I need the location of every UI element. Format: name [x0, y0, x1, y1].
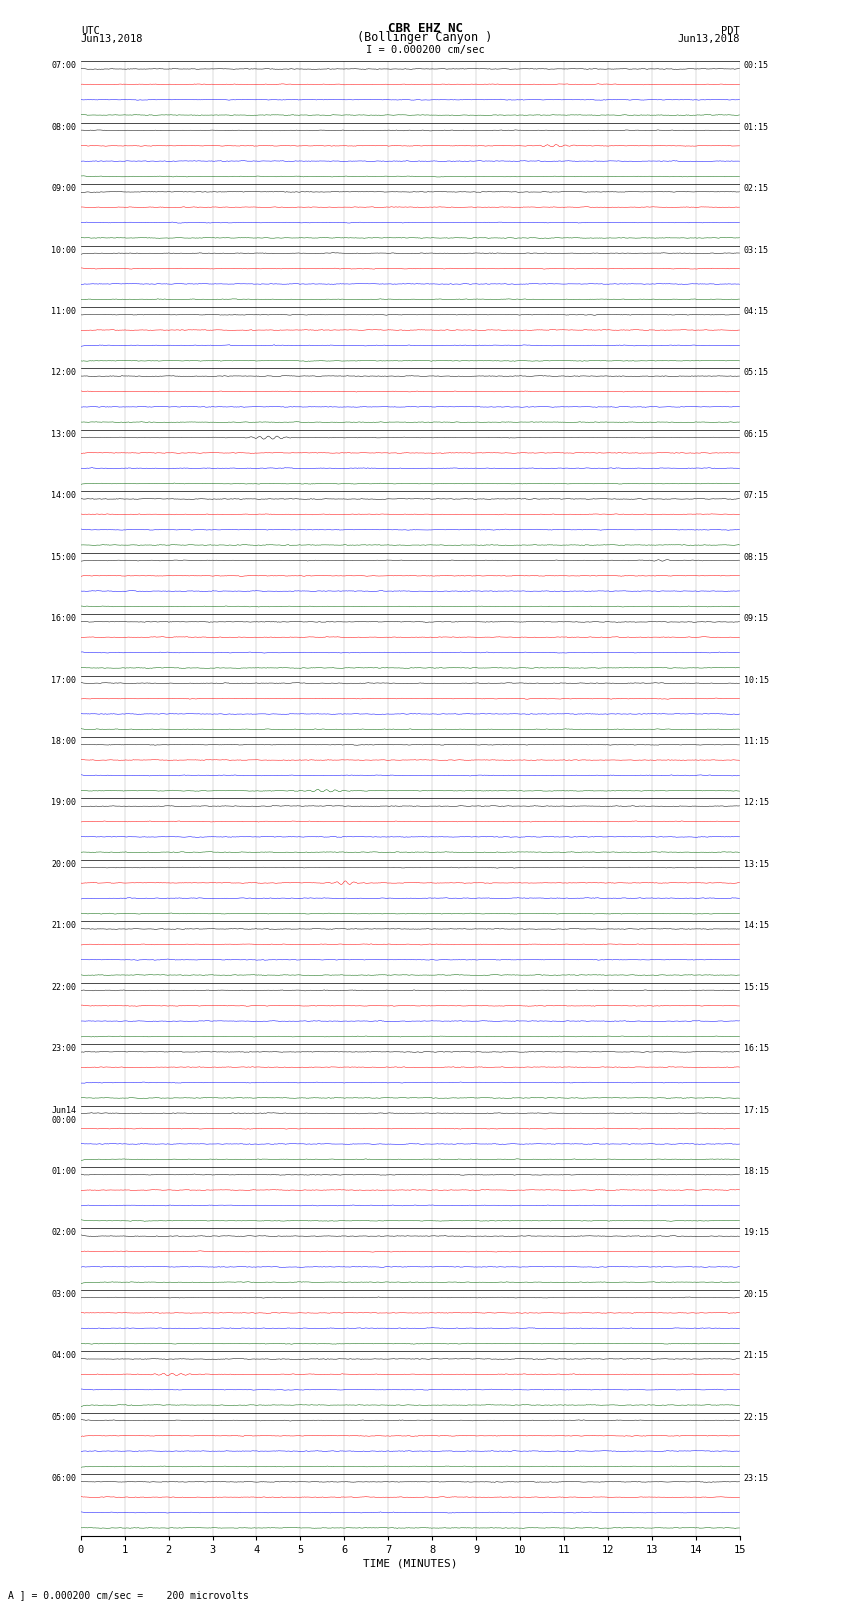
Text: 16:15: 16:15 — [744, 1044, 768, 1053]
Text: 12:00: 12:00 — [52, 368, 76, 377]
Text: 15:00: 15:00 — [52, 553, 76, 561]
Text: 04:00: 04:00 — [52, 1352, 76, 1360]
Text: PDT: PDT — [721, 26, 740, 37]
Text: 11:00: 11:00 — [52, 306, 76, 316]
X-axis label: TIME (MINUTES): TIME (MINUTES) — [363, 1558, 457, 1569]
Text: (Bollinger Canyon ): (Bollinger Canyon ) — [357, 31, 493, 44]
Text: Jun13,2018: Jun13,2018 — [677, 34, 740, 44]
Text: 14:00: 14:00 — [52, 492, 76, 500]
Text: 08:15: 08:15 — [744, 553, 768, 561]
Text: 07:00: 07:00 — [52, 61, 76, 71]
Text: 14:15: 14:15 — [744, 921, 768, 931]
Text: 09:15: 09:15 — [744, 615, 768, 623]
Text: 21:15: 21:15 — [744, 1352, 768, 1360]
Text: 03:15: 03:15 — [744, 245, 768, 255]
Text: Jun13,2018: Jun13,2018 — [81, 34, 144, 44]
Text: 20:15: 20:15 — [744, 1290, 768, 1298]
Text: 23:00: 23:00 — [52, 1044, 76, 1053]
Text: 18:15: 18:15 — [744, 1168, 768, 1176]
Text: Jun14
00:00: Jun14 00:00 — [52, 1105, 76, 1124]
Text: 11:15: 11:15 — [744, 737, 768, 745]
Text: I = 0.000200 cm/sec: I = 0.000200 cm/sec — [366, 45, 484, 55]
Text: 23:15: 23:15 — [744, 1474, 768, 1482]
Text: 01:00: 01:00 — [52, 1168, 76, 1176]
Text: 10:15: 10:15 — [744, 676, 768, 684]
Text: 08:00: 08:00 — [52, 123, 76, 132]
Text: 20:00: 20:00 — [52, 860, 76, 869]
Text: 19:00: 19:00 — [52, 798, 76, 808]
Text: 22:15: 22:15 — [744, 1413, 768, 1421]
Text: A ] = 0.000200 cm/sec =    200 microvolts: A ] = 0.000200 cm/sec = 200 microvolts — [8, 1590, 249, 1600]
Text: 09:00: 09:00 — [52, 184, 76, 194]
Text: UTC: UTC — [81, 26, 99, 37]
Text: 18:00: 18:00 — [52, 737, 76, 745]
Text: 03:00: 03:00 — [52, 1290, 76, 1298]
Text: 02:15: 02:15 — [744, 184, 768, 194]
Text: 02:00: 02:00 — [52, 1229, 76, 1237]
Text: 17:00: 17:00 — [52, 676, 76, 684]
Text: 07:15: 07:15 — [744, 492, 768, 500]
Text: 21:00: 21:00 — [52, 921, 76, 931]
Text: 16:00: 16:00 — [52, 615, 76, 623]
Text: 05:15: 05:15 — [744, 368, 768, 377]
Text: CBR EHZ NC: CBR EHZ NC — [388, 21, 462, 35]
Text: 05:00: 05:00 — [52, 1413, 76, 1421]
Text: 10:00: 10:00 — [52, 245, 76, 255]
Text: 06:00: 06:00 — [52, 1474, 76, 1482]
Text: 17:15: 17:15 — [744, 1105, 768, 1115]
Text: 19:15: 19:15 — [744, 1229, 768, 1237]
Text: 13:15: 13:15 — [744, 860, 768, 869]
Text: 06:15: 06:15 — [744, 429, 768, 439]
Text: 04:15: 04:15 — [744, 306, 768, 316]
Text: 13:00: 13:00 — [52, 429, 76, 439]
Text: 00:15: 00:15 — [744, 61, 768, 71]
Text: 12:15: 12:15 — [744, 798, 768, 808]
Text: 22:00: 22:00 — [52, 982, 76, 992]
Text: 01:15: 01:15 — [744, 123, 768, 132]
Text: 15:15: 15:15 — [744, 982, 768, 992]
